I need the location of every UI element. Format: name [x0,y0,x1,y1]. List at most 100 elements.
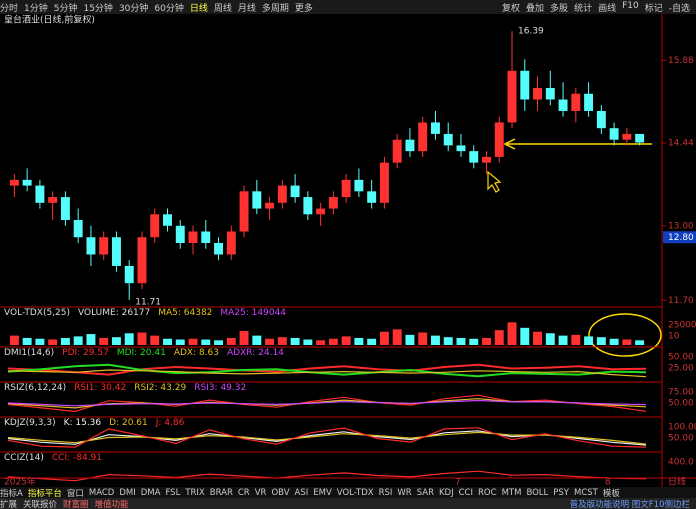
tab[interactable]: OBV [271,487,290,498]
header-item: CCIZ(14) [4,453,44,463]
candle-body [469,151,479,163]
candle-body [86,237,96,255]
price-label: 11.70 [668,296,694,306]
status-item[interactable]: 增值功能 [94,499,129,509]
tab[interactable]: ASI [294,487,309,498]
indicator-line [7,369,647,378]
tab[interactable]: SAR [416,487,434,498]
candle-body [418,122,428,152]
candle-body [48,197,58,203]
menu-item[interactable]: 月线 [237,3,256,14]
tab[interactable]: PSY [553,487,569,498]
axis-label: 10 [668,332,680,342]
candle-body [379,162,389,203]
candle-body [354,179,364,192]
status-item[interactable]: 财富圈 [63,499,89,509]
panel-header: RSIZ(6,12,24) RSI1: 30.42 RSI2: 43.29 RSI3:… [4,383,246,393]
tab[interactable]: VR [254,487,267,498]
menu-item[interactable]: -自选 [668,3,690,14]
tab[interactable]: WR [397,487,412,498]
tab[interactable]: 指标平台 [27,488,62,499]
tab[interactable]: CR [237,487,250,498]
volume-bar [124,333,134,345]
tab[interactable]: DMA [140,487,161,498]
tab[interactable]: CCI [458,487,474,498]
price-label: 13.00 [668,221,694,231]
candle-body [214,242,224,255]
candle-body [124,265,134,284]
menu-item[interactable]: 分时 [0,3,19,14]
menu-item[interactable]: 60分钟 [154,3,184,14]
header-item: RSIZ(6,12,24) [4,383,66,393]
tab[interactable]: BRAR [209,487,233,498]
menu-item[interactable]: 多股 [550,3,569,14]
indicator-line [7,363,647,376]
menu-item[interactable]: 周线 [213,3,232,14]
volume-bar [303,339,313,345]
candle-body [9,179,19,186]
menu-item[interactable]: 更多 [294,3,313,14]
status-item[interactable]: 扩展 [0,499,18,509]
menu-item[interactable]: 叠加 [526,3,545,14]
tab[interactable]: 指标A [0,488,23,499]
header-item: VOL-TDX(5,25) [4,308,70,318]
volume-bar [367,338,377,345]
tab[interactable]: MCST [574,487,598,498]
high-label: 16.39 [518,27,544,37]
tab[interactable]: 模板 [602,488,620,499]
tab[interactable]: MTM [501,487,522,498]
menu-item[interactable]: 1分钟 [24,3,48,14]
header-item: ADX: 8.63 [174,348,219,358]
tab[interactable]: KDJ [438,487,454,498]
tab[interactable]: MACD [88,487,115,498]
indicator-tabs: 指标A 指标平台 窗口 MACD DMI DMA FSL TRIX BRAR CR VR OBV ASI… [0,487,696,498]
header-item: D: 20.61 [109,418,148,428]
status-right: 普及版功能说明 图文F10侧边栏 [569,499,690,509]
menu-item[interactable]: 5分钟 [53,3,78,14]
tab[interactable]: RSI [378,487,393,498]
volume-bar [252,335,262,345]
tab[interactable]: EMV [313,487,332,498]
header-item: MDI: 20.41 [117,348,166,358]
candle-body [622,133,632,140]
volume-bar [596,337,606,345]
status-item[interactable]: 关联报价 [23,499,58,509]
menu-item[interactable]: 标记 [644,3,663,14]
candle-body [201,231,211,243]
menu-item[interactable]: 统计 [574,3,593,14]
title: 皇台酒业(日线,前复权) [4,14,95,26]
candle-body [596,110,606,129]
menu-item[interactable]: 画线 [598,3,617,14]
candle-body [188,231,198,243]
candle-body [430,122,440,134]
volume-bar [443,337,453,345]
candle-body [328,197,338,209]
menu-item[interactable]: 日线 [189,3,208,14]
axis-label: 50.00 [668,353,694,363]
candle-body [137,237,147,284]
tab[interactable]: 窗口 [66,488,84,499]
panel-header: VOL-TDX(5,25) VOLUME: 26177 MA5: 64382 MA25… [4,308,286,318]
tab[interactable]: TRIX [185,487,205,498]
menu-item[interactable]: 多周期 [261,3,289,14]
menu-item[interactable]: F10 [622,0,639,11]
candle-body [252,191,262,209]
status-bar: 扩展 关联报价 财富圈 增值功能 普及版功能说明 图文F10侧边栏 [0,498,696,509]
candle-body [226,231,236,255]
menu-item[interactable]: 15分钟 [83,3,113,14]
candle-body [533,88,543,100]
volume-bar [265,338,275,345]
volume-bar [290,337,300,345]
tab[interactable]: DMI [119,487,136,498]
tab[interactable]: FSL [165,487,181,498]
tab[interactable]: ROC [478,487,497,498]
tab[interactable]: VOL-TDX [336,487,374,498]
menu-item[interactable]: 30分钟 [118,3,149,14]
candle-body [571,93,581,111]
tab[interactable]: BOLL [526,487,549,498]
header-item: MA5: 64382 [158,308,212,318]
panel-header: CCIZ(14) CCI: -84.91 [4,453,102,463]
candle-body [22,179,32,186]
axis-label: 25000 [668,321,696,331]
menu-item[interactable]: 复权 [502,3,521,14]
